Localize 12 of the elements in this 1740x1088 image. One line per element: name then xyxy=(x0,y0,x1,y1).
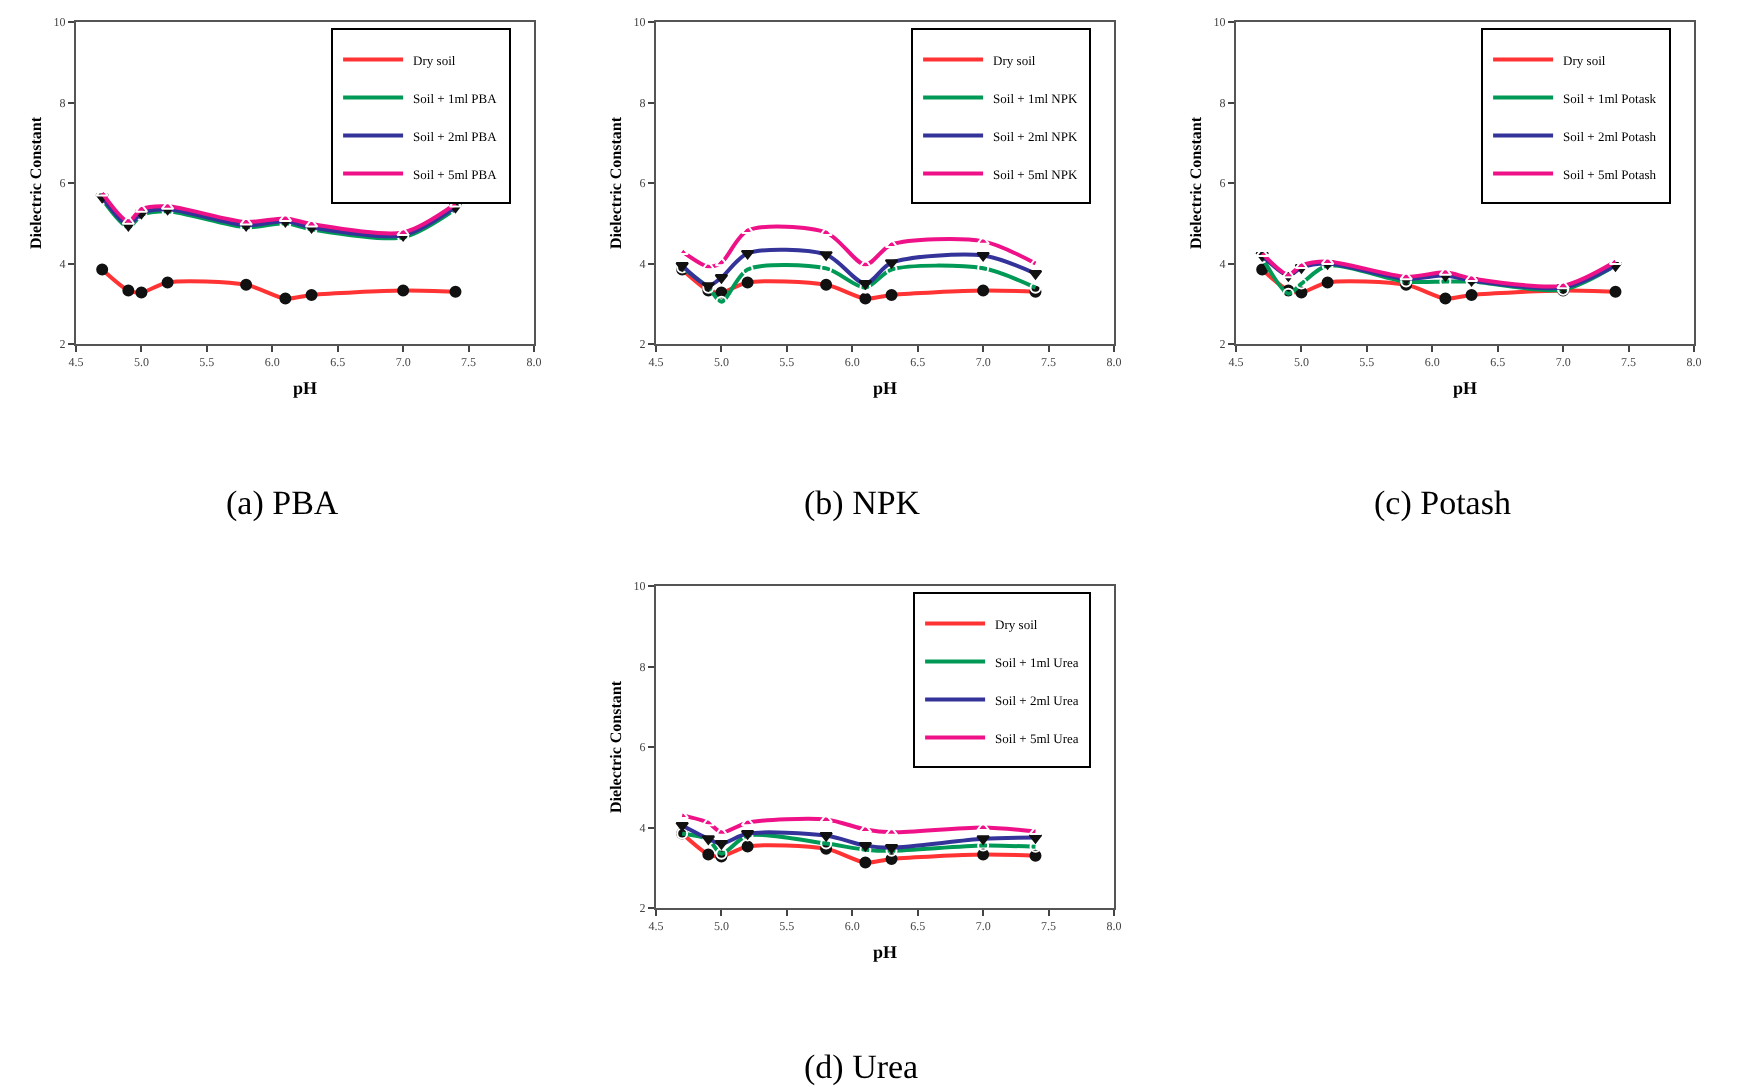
x-axis-title: pH xyxy=(1452,378,1478,398)
y-axis-title: Dielectric Constant xyxy=(1187,116,1205,249)
y-axis-title: Dielectric Constant xyxy=(607,680,625,813)
x-axis-title: pH xyxy=(292,378,318,398)
y-axis-title: Dielectric Constant xyxy=(27,116,45,249)
text: (a) PBA xyxy=(226,484,340,522)
x-axis-title: pH xyxy=(872,378,898,398)
x-axis-title: pH xyxy=(872,942,898,962)
text: (b) NPK xyxy=(804,484,922,522)
text: (d) Urea xyxy=(804,1048,920,1086)
text: (c) Potash xyxy=(1374,484,1512,522)
y-axis-title: Dielectric Constant xyxy=(607,116,625,249)
